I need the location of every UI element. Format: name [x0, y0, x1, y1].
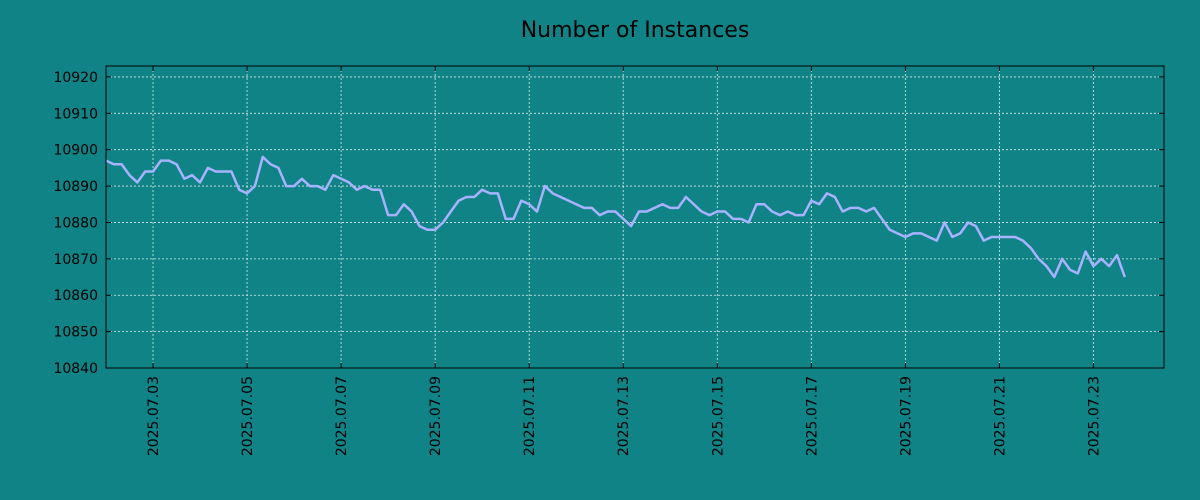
series-layer: [105, 155, 1126, 279]
y-tick-label: 10870: [53, 252, 98, 268]
y-tick-label: 10840: [53, 361, 98, 377]
y-tick-label: 10880: [53, 215, 98, 231]
x-tick-label: 2025.07.11: [522, 376, 538, 456]
x-tick-label: 2025.07.09: [428, 376, 444, 456]
y-tick-label: 10850: [53, 325, 98, 341]
y-tick-label: 10890: [53, 179, 98, 195]
y-tick-label: 10920: [53, 70, 98, 86]
x-axis: 2025.07.03 2025.07.05 2025.07.07 2025.07.09…: [146, 66, 1102, 456]
y-tick-label: 10900: [53, 143, 98, 159]
x-tick-label: 2025.07.15: [710, 376, 726, 456]
y-tick-label: 10910: [53, 106, 98, 122]
plot-frame: [105, 65, 1165, 369]
series-line: [105, 155, 1126, 279]
x-tick-label: 2025.07.17: [804, 376, 820, 456]
x-tick-label: 2025.07.05: [240, 376, 256, 456]
x-tick-label: 2025.07.07: [334, 376, 350, 456]
chart-title: Number of Instances: [521, 18, 750, 43]
grid-layer: [106, 66, 1164, 369]
x-tick-label: 2025.07.13: [616, 376, 632, 456]
x-tick-label: 2025.07.03: [146, 376, 162, 456]
y-axis: 10840 10850 10860 10870 10880 10890 10900 10910…: [53, 70, 1164, 377]
x-tick-label: 2025.07.21: [992, 376, 1008, 456]
x-tick-label: 2025.07.19: [898, 376, 914, 456]
y-tick-label: 10860: [53, 288, 98, 304]
x-tick-label: 2025.07.23: [1086, 376, 1102, 456]
